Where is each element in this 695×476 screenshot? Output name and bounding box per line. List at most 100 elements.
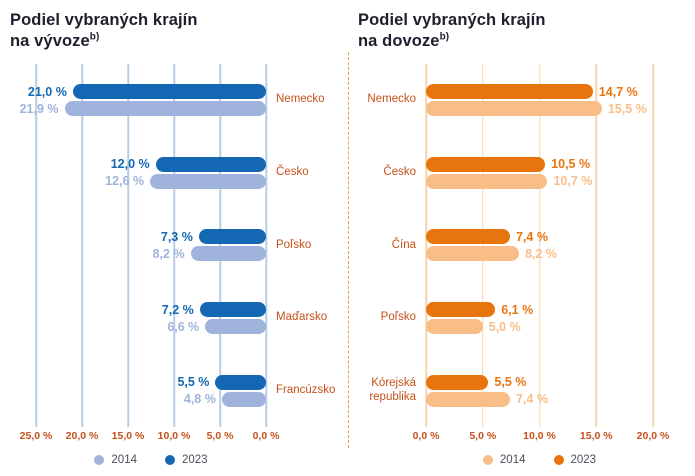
legend-label-2023: 2023 (182, 454, 208, 466)
value-label-2023: 14,7 % (598, 84, 638, 99)
axis-tick-label: 10,0 % (157, 430, 191, 442)
bar-2023 (426, 156, 546, 172)
import-gridlines (425, 64, 654, 427)
value-label-2014: 4,8 % (183, 392, 216, 407)
category-label: Česko (383, 165, 416, 178)
axis-tick-label: 0,0 % (412, 430, 440, 442)
category-row: 12,0 % 12,6 % Česko (10, 155, 342, 191)
axis-tick-label: 25,0 % (19, 430, 53, 442)
gridline (482, 64, 484, 427)
gridline (81, 64, 83, 427)
bar-2014 (426, 173, 548, 189)
bar-2023 (155, 156, 266, 172)
export-title-line1: Podiel vybraných krajín (10, 11, 198, 29)
value-label-2023: 21,0 % (27, 84, 67, 99)
bar-line-2014: 21,9 % (20, 101, 266, 117)
bar-line-2023: 7,2 % (36, 302, 266, 318)
bar-group: 10,5 % 10,7 % (426, 155, 653, 191)
import-chart-title: Podiel vybraných krajín na dovozeb) (358, 10, 687, 56)
legend-label-2014: 2014 (111, 454, 137, 466)
export-legend: 2014 2023 (36, 444, 266, 476)
bar-line-2023: 5,5 % (426, 374, 653, 390)
bar-2014 (190, 246, 266, 262)
bar-line-2014: 15,5 % (426, 101, 653, 117)
legend-dot-2014 (94, 455, 105, 465)
bar-group: 7,3 % 8,2 % (36, 227, 266, 263)
bar-2023 (426, 84, 593, 100)
import-bar-rows: Nemecko 14,7 % 15,5 % Česko 10,5 % 10,7 % Čína… (358, 64, 687, 427)
bar-line-2014: 5,0 % (426, 319, 653, 335)
value-label-2023: 7,3 % (160, 229, 193, 244)
export-title-line2: na vývoze (10, 32, 90, 51)
legend-item-2014: 2014 (482, 454, 526, 466)
bar-2023 (426, 302, 496, 318)
bar-line-2023: 7,3 % (36, 229, 266, 245)
category-row: 5,5 % 4,8 % Francúzsko (10, 373, 342, 409)
gridline (35, 64, 37, 427)
legend-dot-2023 (165, 455, 175, 465)
legend-item-2014: 2014 (94, 454, 137, 466)
bar-line-2023: 14,7 % (426, 84, 653, 100)
bar-2014 (426, 391, 510, 407)
category-label: Česko (276, 165, 309, 178)
bar-line-2014: 8,2 % (36, 246, 266, 262)
category-row: Čína 7,4 % 8,2 % (358, 227, 687, 263)
bar-2014 (205, 319, 266, 335)
bar-group: 14,7 % 15,5 % (426, 82, 653, 118)
value-label-2014: 6,6 % (167, 319, 200, 334)
gridline (538, 64, 541, 427)
legend-item-2023: 2023 (165, 454, 208, 466)
import-share-chart: Podiel vybraných krajín na dovozeb) Neme… (358, 8, 687, 476)
axis-tick-label: 15,0 % (579, 430, 613, 442)
category-label: Čína (391, 238, 416, 251)
bar-group: 12,0 % 12,6 % (36, 155, 266, 191)
value-label-2014: 8,2 % (525, 246, 558, 261)
bar-group: 5,5 % 4,8 % (36, 373, 266, 409)
bar-line-2014: 4,8 % (36, 391, 266, 407)
value-label-2014: 8,2 % (152, 246, 185, 261)
value-label-2014: 12,6 % (105, 174, 145, 189)
value-label-2023: 6,1 % (501, 302, 534, 317)
bar-line-2014: 12,6 % (36, 173, 266, 189)
category-label: Nemecko (276, 93, 325, 106)
value-label-2023: 12,0 % (110, 157, 150, 172)
bar-group: 5,5 % 7,4 % (426, 373, 653, 409)
axis-tick-label: 15,0 % (111, 430, 145, 442)
bar-line-2014: 8,2 % (426, 246, 653, 262)
value-label-2023: 5,5 % (494, 375, 527, 390)
gridline (173, 64, 175, 427)
legend-label-2014: 2014 (499, 454, 526, 466)
export-x-axis: 25,0 % 20,0 % 15,0 % 10,0 % 5,0 % 0,0 % (20, 427, 280, 444)
legend-label-2023: 2023 (570, 454, 597, 466)
import-title-line2: na dovoze (358, 32, 440, 51)
panel-divider-dashed-line (348, 52, 349, 448)
gridline (425, 64, 427, 427)
bar-2023 (72, 84, 266, 100)
value-label-2023: 10,5 % (551, 157, 591, 172)
import-plot-area: Nemecko 14,7 % 15,5 % Česko 10,5 % 10,7 % Čína… (358, 64, 687, 427)
export-chart-title: Podiel vybraných krajín na vývozeb) (10, 10, 342, 56)
export-share-chart: Podiel vybraných krajín na vývozeb) 21,0… (10, 8, 342, 476)
bar-line-2014: 10,7 % (426, 173, 653, 189)
bar-group: 7,4 % 8,2 % (426, 227, 653, 263)
category-row: Česko 10,5 % 10,7 % (358, 155, 687, 191)
bar-group: 6,1 % 5,0 % (426, 300, 653, 336)
bar-line-2023: 10,5 % (426, 156, 653, 172)
axis-tick-label: 0,0 % (252, 430, 280, 442)
value-label-2014: 10,7 % (553, 174, 593, 189)
bar-group: 21,0 % 21,9 % (20, 82, 266, 118)
bar-line-2023: 7,4 % (426, 229, 653, 245)
category-label: Nemecko (367, 93, 416, 106)
axis-tick-label: 20,0 % (636, 430, 670, 442)
value-label-2014: 5,0 % (488, 319, 521, 334)
category-row: 7,2 % 6,6 % Maďarsko (10, 300, 342, 336)
axis-tick-label: 20,0 % (65, 430, 99, 442)
axis-tick-label: 10,0 % (523, 430, 556, 442)
category-label: Poľsko (380, 311, 416, 324)
export-bar-rows: 21,0 % 21,9 % Nemecko 12,0 % 12,6 % Česko 7,3 … (10, 64, 342, 427)
bar-2014 (426, 246, 520, 262)
bar-2014 (221, 391, 266, 407)
export-gridlines (35, 64, 267, 427)
bar-line-2014: 6,6 % (36, 319, 266, 335)
import-x-axis: 0,0 % 5,0 % 10,0 % 15,0 % 20,0 % (413, 427, 670, 444)
